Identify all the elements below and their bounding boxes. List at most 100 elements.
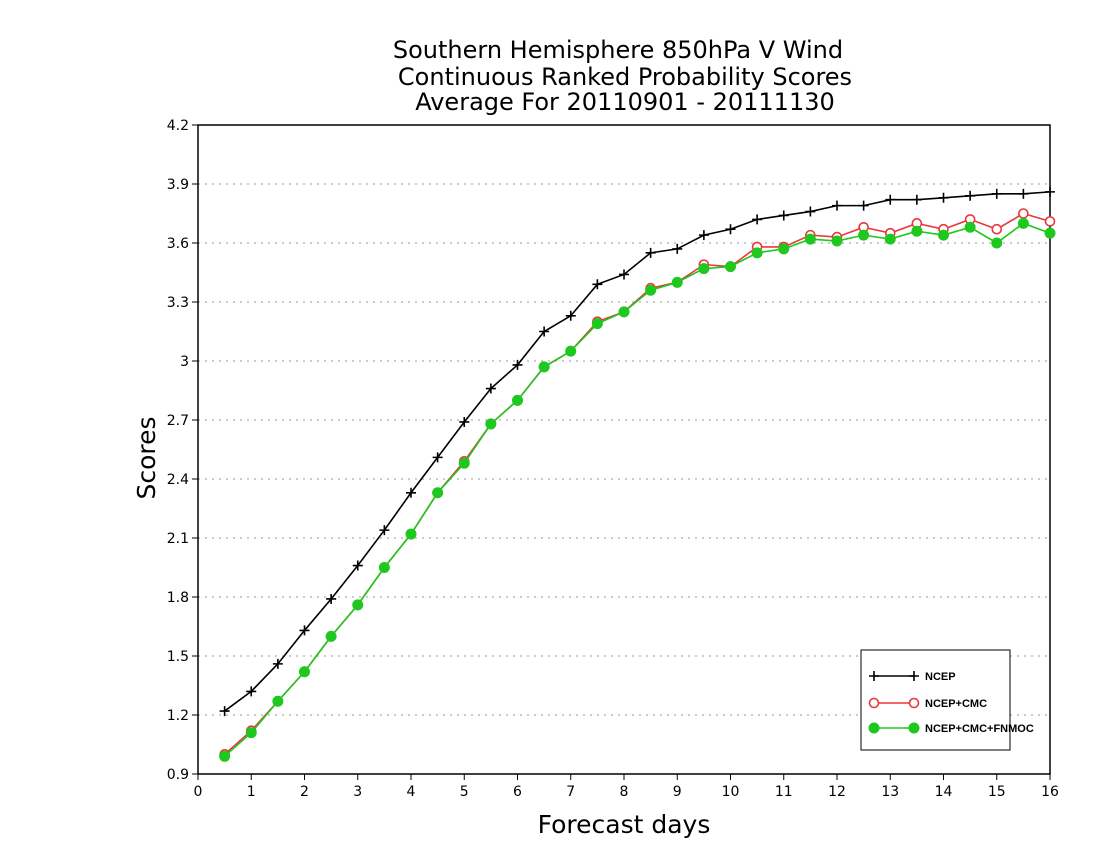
data-point	[991, 223, 1003, 235]
data-point	[272, 658, 283, 669]
data-point	[592, 279, 603, 290]
data-point	[246, 686, 257, 697]
data-point	[618, 306, 630, 318]
data-point	[378, 562, 390, 573]
x-axis-title: Forecast days	[538, 810, 711, 839]
data-point	[778, 243, 790, 255]
data-point	[512, 394, 523, 406]
data-point	[326, 593, 337, 604]
data-point	[459, 416, 470, 427]
data-point	[219, 706, 230, 717]
data-point	[245, 727, 257, 739]
data-point	[804, 233, 816, 245]
y-tick-label: 1.8	[167, 590, 189, 606]
data-point	[858, 200, 869, 211]
data-point	[1044, 216, 1056, 227]
legend-box	[860, 649, 1011, 751]
y-tick-label: 4.2	[167, 118, 189, 134]
x-tick-label: 0	[194, 784, 203, 800]
chart-title-line-2: Continuous Ranked Probability Scores	[398, 63, 852, 91]
legend-marker-end	[909, 671, 919, 681]
data-point	[565, 310, 576, 321]
data-point	[565, 345, 577, 357]
x-tick-label: 12	[828, 784, 846, 800]
x-tick-label: 1	[247, 784, 256, 800]
y-tick-label: 2.4	[167, 472, 189, 488]
data-point	[991, 188, 1002, 199]
x-tick-label: 14	[935, 784, 953, 800]
data-point	[1045, 186, 1055, 197]
legend-marker-start	[868, 722, 880, 734]
data-point	[485, 418, 497, 430]
data-point	[645, 247, 656, 258]
legend-label: NCEP+CMC+FNMOC	[925, 723, 1034, 735]
data-point	[805, 206, 816, 217]
data-point	[485, 383, 496, 394]
data-point	[725, 261, 736, 273]
x-tick-label: 5	[460, 784, 469, 800]
data-point	[458, 457, 470, 469]
series-line	[224, 191, 1051, 712]
data-point	[405, 528, 417, 540]
data-point	[884, 233, 896, 245]
x-tick-label: 15	[988, 784, 1006, 800]
data-point	[352, 560, 363, 571]
data-point	[1018, 208, 1029, 219]
y-tick-label: 3	[180, 354, 189, 370]
data-point	[832, 200, 842, 211]
legend-marker-end	[908, 697, 920, 709]
legend-marker-start	[869, 671, 879, 681]
data-point	[272, 695, 284, 707]
x-tick-label: 4	[407, 784, 416, 800]
data-point	[991, 237, 1003, 249]
data-point	[752, 214, 763, 225]
chart-title: Southern Hemisphere 850hPa V Wind Contin…	[393, 36, 852, 116]
series-ncep-cmc-fnmoc	[219, 217, 1056, 762]
legend-marker-end	[908, 722, 920, 734]
x-tick-label: 16	[1041, 784, 1059, 800]
data-point	[619, 269, 629, 280]
data-point	[432, 487, 444, 499]
data-point	[751, 247, 763, 259]
x-tick-label: 6	[513, 784, 522, 800]
data-point	[1044, 227, 1056, 239]
data-point	[299, 625, 310, 636]
x-tick-label: 13	[881, 784, 899, 800]
data-point	[858, 229, 870, 241]
chart-title-line-1: Southern Hemisphere 850hPa V Wind	[393, 36, 843, 64]
legend-label: NCEP	[925, 671, 956, 683]
legend-label: NCEP+CMC	[925, 698, 987, 710]
x-tick-label: 3	[353, 784, 362, 800]
data-point	[965, 190, 976, 201]
y-axis-title: Scores	[132, 416, 161, 499]
x-tick-label: 9	[673, 784, 682, 800]
data-point	[219, 750, 231, 762]
data-point	[778, 210, 789, 221]
data-point	[698, 230, 709, 241]
legend: NCEP NCEP+CMC NCEP+CMC+FNMOC	[860, 649, 1034, 751]
data-point	[911, 194, 922, 205]
series-ncep	[219, 186, 1055, 717]
data-point	[406, 487, 416, 498]
series-layer	[219, 186, 1056, 762]
data-point	[964, 221, 976, 233]
data-point	[698, 263, 710, 275]
data-point	[831, 235, 843, 247]
legend-marker-start	[868, 697, 880, 709]
y-tick-label: 0.9	[167, 767, 189, 783]
chart-title-line-3: Average For 20110901 - 20111130	[415, 88, 835, 116]
data-point	[591, 318, 603, 330]
y-tick-label: 1.2	[167, 708, 189, 724]
axis-ticks: 0.91.21.51.82.12.42.733.33.63.94.20 1 2 3 4 5…	[167, 118, 1059, 800]
legend-entry: NCEP+CMC	[868, 697, 987, 710]
grid-lines	[198, 124, 1050, 716]
data-point	[379, 525, 390, 536]
data-point	[432, 452, 443, 463]
data-point	[938, 192, 949, 203]
data-point	[725, 224, 736, 235]
data-point	[299, 666, 310, 678]
data-point	[538, 361, 550, 373]
data-point	[885, 194, 896, 205]
y-tick-label: 3.3	[167, 295, 189, 311]
